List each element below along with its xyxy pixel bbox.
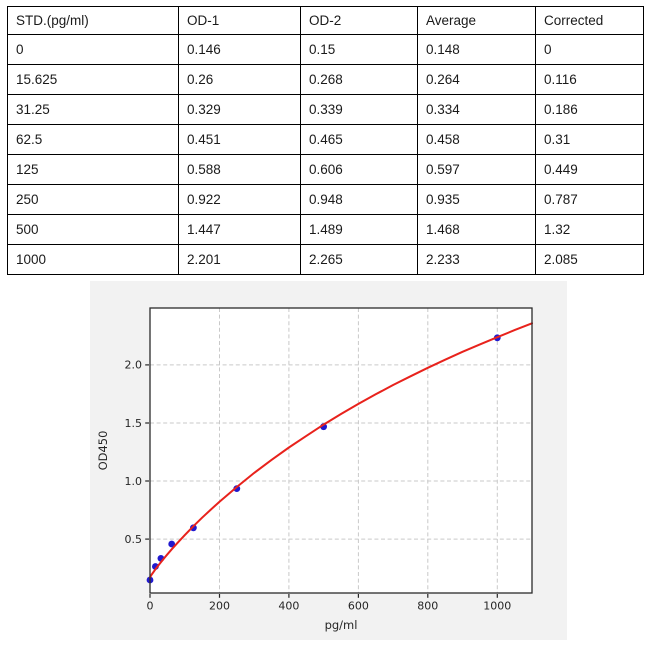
y-tick-label: 0.5 bbox=[125, 533, 143, 546]
table-row: 500 1.447 1.489 1.468 1.32 bbox=[7, 214, 644, 245]
x-tick-label: 200 bbox=[209, 600, 230, 613]
table-cell: 2.085 bbox=[535, 244, 644, 275]
column-header: OD-1 bbox=[178, 6, 301, 35]
table-cell: 0.922 bbox=[178, 184, 301, 215]
data-point bbox=[190, 524, 197, 532]
table-cell: 500 bbox=[7, 214, 179, 245]
x-tick-label: 600 bbox=[348, 600, 369, 613]
table-cell: 0.116 bbox=[535, 64, 644, 95]
data-point bbox=[168, 540, 176, 548]
table-row: 250 0.922 0.948 0.935 0.787 bbox=[7, 184, 644, 215]
table-cell: 125 bbox=[7, 154, 179, 185]
table-body: 0 0.146 0.15 0.148 0 15.625 0.26 0.268 0.264 0.11… bbox=[7, 34, 644, 275]
x-axis-label: pg/ml bbox=[325, 618, 358, 632]
table-cell: 0.465 bbox=[300, 124, 418, 155]
table-cell: 2.201 bbox=[178, 244, 301, 275]
y-tick-label: 1.5 bbox=[125, 417, 143, 430]
tick-labels: 0 200 400 600 800 1000 0.5 1.0 1.5 2.0 bbox=[125, 359, 512, 613]
y-axis-label: OD450 bbox=[96, 431, 110, 471]
standard-curve-chart: 0 200 400 600 800 1000 0.5 1.0 1.5 2.0 pg/ml OD450 bbox=[96, 307, 533, 632]
table-cell: 0.588 bbox=[178, 154, 301, 185]
table-cell: 0.451 bbox=[178, 124, 301, 155]
table-head: STD.(pg/ml) OD-1 OD-2 Average Corrected bbox=[7, 6, 644, 35]
x-tick-label: 400 bbox=[278, 600, 299, 613]
table-cell: 1.32 bbox=[535, 214, 644, 245]
table-cell: 0.148 bbox=[417, 34, 536, 65]
table-cell: 31.25 bbox=[7, 94, 179, 125]
plot-border bbox=[149, 307, 533, 594]
table-cell: 0.339 bbox=[300, 94, 418, 125]
table-cell: 0.15 bbox=[300, 34, 418, 65]
table-cell: 0.268 bbox=[300, 64, 418, 95]
table-row: 62.5 0.451 0.465 0.458 0.31 bbox=[7, 124, 644, 155]
table-cell: 0.334 bbox=[417, 94, 536, 125]
table-cell: 0.329 bbox=[178, 94, 301, 125]
column-header: Average bbox=[417, 6, 536, 35]
table-cell: 2.265 bbox=[300, 244, 418, 275]
table-cell: 0 bbox=[7, 34, 179, 65]
table-cell: 250 bbox=[7, 184, 179, 215]
y-tick-label: 2.0 bbox=[125, 359, 143, 372]
table-cell: 2.233 bbox=[417, 244, 536, 275]
tick-marks bbox=[145, 364, 498, 598]
x-tick-label: 1000 bbox=[483, 600, 511, 613]
column-header: STD.(pg/ml) bbox=[7, 6, 179, 35]
table-cell: 1.468 bbox=[417, 214, 536, 245]
table-cell: 0 bbox=[535, 34, 644, 65]
table-cell: 0.264 bbox=[417, 64, 536, 95]
gridlines bbox=[150, 308, 532, 593]
table-row: 125 0.588 0.606 0.597 0.449 bbox=[7, 154, 644, 185]
table-cell: 15.625 bbox=[7, 64, 179, 95]
table-cell: 0.597 bbox=[417, 154, 536, 185]
table-cell: 0.31 bbox=[535, 124, 644, 155]
fit-curve bbox=[149, 322, 533, 579]
standards-table: STD.(pg/ml) OD-1 OD-2 Average Corrected 0 0.1… bbox=[7, 6, 644, 275]
column-header: Corrected bbox=[535, 6, 644, 35]
table-row: 1000 2.201 2.265 2.233 2.085 bbox=[7, 244, 644, 275]
table-cell: 0.26 bbox=[178, 64, 301, 95]
table-cell: 62.5 bbox=[7, 124, 179, 155]
table-cell: 1000 bbox=[7, 244, 179, 275]
standard-curve-figure: 0 200 400 600 800 1000 0.5 1.0 1.5 2.0 pg/ml OD450 bbox=[90, 281, 567, 640]
table-row: 0 0.146 0.15 0.148 0 bbox=[7, 34, 644, 65]
table-header-row: STD.(pg/ml) OD-1 OD-2 Average Corrected bbox=[7, 6, 644, 35]
table-cell: 0.948 bbox=[300, 184, 418, 215]
table-cell: 1.447 bbox=[178, 214, 301, 245]
table-cell: 0.146 bbox=[178, 34, 301, 65]
table-cell: 0.449 bbox=[535, 154, 644, 185]
table-cell: 1.489 bbox=[300, 214, 418, 245]
x-tick-label: 0 bbox=[147, 600, 154, 613]
x-tick-label: 800 bbox=[417, 600, 438, 613]
table-row: 15.625 0.26 0.268 0.264 0.116 bbox=[7, 64, 644, 95]
table-cell: 0.458 bbox=[417, 124, 536, 155]
table-row: 31.25 0.329 0.339 0.334 0.186 bbox=[7, 94, 644, 125]
table-cell: 0.186 bbox=[535, 94, 644, 125]
table-cell: 0.606 bbox=[300, 154, 418, 185]
table-cell: 0.935 bbox=[417, 184, 536, 215]
plot-area bbox=[150, 308, 532, 593]
y-tick-label: 1.0 bbox=[125, 475, 143, 488]
table-cell: 0.787 bbox=[535, 184, 644, 215]
column-header: OD-2 bbox=[300, 6, 418, 35]
